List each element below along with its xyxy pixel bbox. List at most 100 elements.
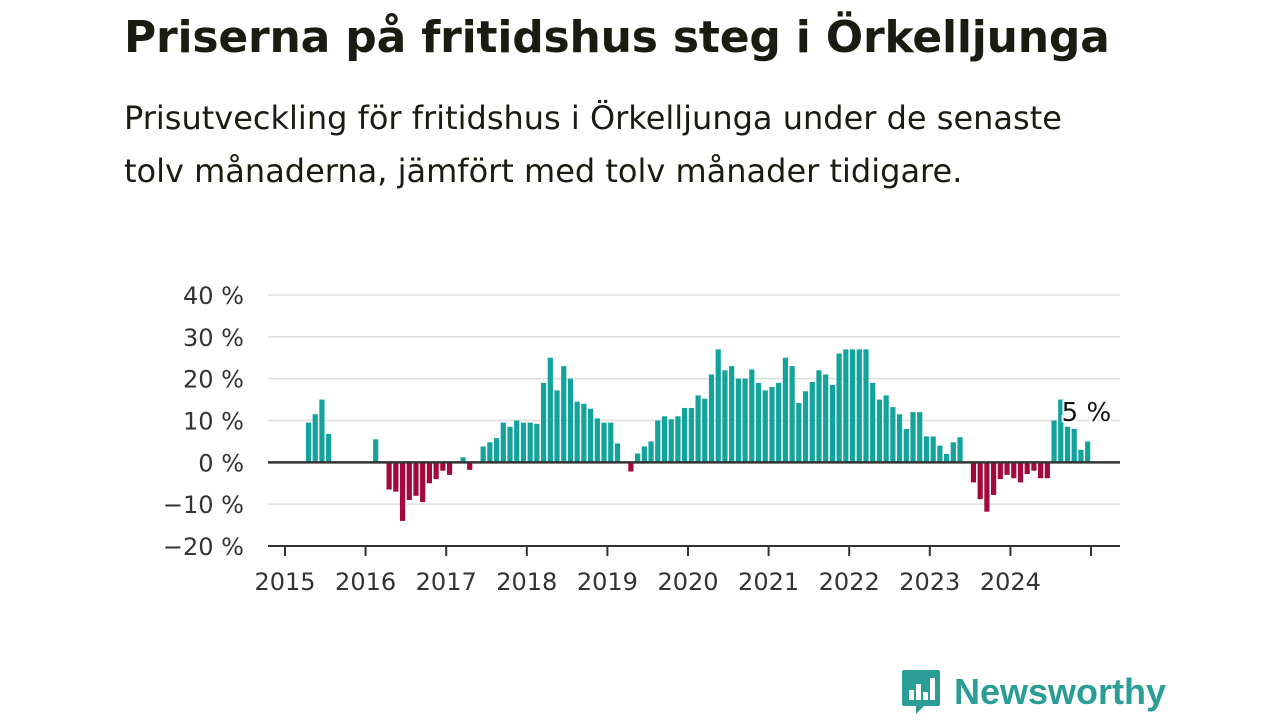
bar (849, 349, 856, 463)
y-tick-label: −10 % (163, 491, 244, 519)
bar (312, 414, 318, 463)
bar (715, 349, 721, 463)
bar (614, 443, 621, 463)
bar (890, 407, 896, 463)
bar (507, 426, 513, 463)
bar (823, 374, 829, 463)
bar (588, 408, 594, 463)
y-tick-label: 0 % (198, 449, 244, 477)
y-tick-label: 10 % (183, 408, 244, 436)
bar (399, 462, 406, 521)
bar (1004, 462, 1010, 475)
bar (829, 384, 836, 463)
bar (661, 416, 668, 463)
bar (910, 412, 916, 463)
bar (836, 353, 842, 463)
bar (426, 462, 433, 484)
bar (735, 378, 741, 463)
bar (688, 407, 694, 463)
chart-subtitle: Prisutveckling för fritidshus i Örkellju… (124, 99, 1062, 190)
brand-logo: Newsworthy (900, 668, 1166, 716)
bar (440, 462, 446, 471)
bar (655, 420, 661, 463)
bar (594, 418, 600, 463)
bar (943, 453, 950, 463)
tick-labels: −20 % −10 % 0 % 10 % 20 % 30 % 40 % 2015 2016 201… (163, 282, 1113, 596)
bar (480, 446, 486, 463)
brand-name: Newsworthy (954, 671, 1167, 712)
bar (446, 462, 453, 475)
bar (675, 416, 681, 463)
bar (856, 349, 862, 463)
bar (1058, 399, 1064, 463)
bar (319, 399, 325, 463)
bar (896, 414, 903, 463)
bar (876, 399, 883, 463)
bar (1017, 462, 1024, 483)
bar (1051, 420, 1057, 463)
bar (406, 462, 412, 500)
bar (305, 422, 312, 463)
bar (467, 462, 473, 470)
bar (957, 437, 963, 463)
bar (1044, 462, 1050, 479)
bar (984, 462, 990, 512)
bar-chart: −20 % −10 % 0 % 10 % 20 % 30 % 40 % 2015 2016 201… (163, 282, 1120, 596)
bar (554, 390, 560, 463)
bar (628, 462, 634, 472)
x-tick-label: 2021 (738, 568, 799, 596)
bar (1071, 428, 1077, 463)
bar (863, 349, 869, 463)
bar (561, 366, 567, 463)
bar (373, 439, 379, 463)
bar (923, 436, 930, 463)
bar (520, 422, 527, 463)
bar (802, 391, 809, 463)
bar (641, 446, 647, 463)
bar (755, 382, 762, 463)
x-tick-label: 2016 (335, 568, 396, 596)
y-tick-label: 40 % (183, 282, 244, 310)
bar (903, 428, 909, 463)
bar (776, 382, 782, 463)
bar (493, 438, 500, 463)
bar (393, 462, 399, 492)
bar (950, 442, 956, 463)
bar (326, 433, 332, 463)
bar (540, 382, 547, 463)
bar (567, 378, 574, 463)
y-tick-label: −20 % (163, 533, 244, 561)
x-tick-label: 2019 (577, 568, 638, 596)
y-tick-label: 20 % (183, 366, 244, 394)
bar (514, 420, 520, 463)
bar (682, 407, 688, 463)
newsworthy-logo-icon (902, 670, 940, 714)
bar (789, 366, 795, 463)
x-tick-label: 2017 (416, 568, 477, 596)
bar (386, 462, 392, 490)
bar (970, 462, 977, 483)
bar (729, 366, 735, 463)
bar (762, 390, 768, 463)
bar (413, 462, 419, 496)
bar (769, 387, 775, 463)
bar (500, 422, 506, 463)
y-tick-label: 30 % (183, 324, 244, 352)
bar (742, 378, 748, 463)
bar (635, 453, 641, 463)
x-tick-label: 2020 (657, 568, 718, 596)
bar (695, 395, 701, 463)
bar (991, 462, 997, 495)
bar (648, 441, 654, 463)
bar (1064, 426, 1071, 463)
bar (668, 419, 674, 463)
bar (608, 422, 614, 463)
bar (930, 436, 936, 463)
bar (534, 423, 540, 463)
x-tick-label: 2018 (496, 568, 557, 596)
bar (460, 457, 466, 463)
bar (574, 401, 580, 463)
x-tick-label: 2022 (819, 568, 880, 596)
bar (809, 382, 815, 463)
bar (816, 370, 822, 463)
